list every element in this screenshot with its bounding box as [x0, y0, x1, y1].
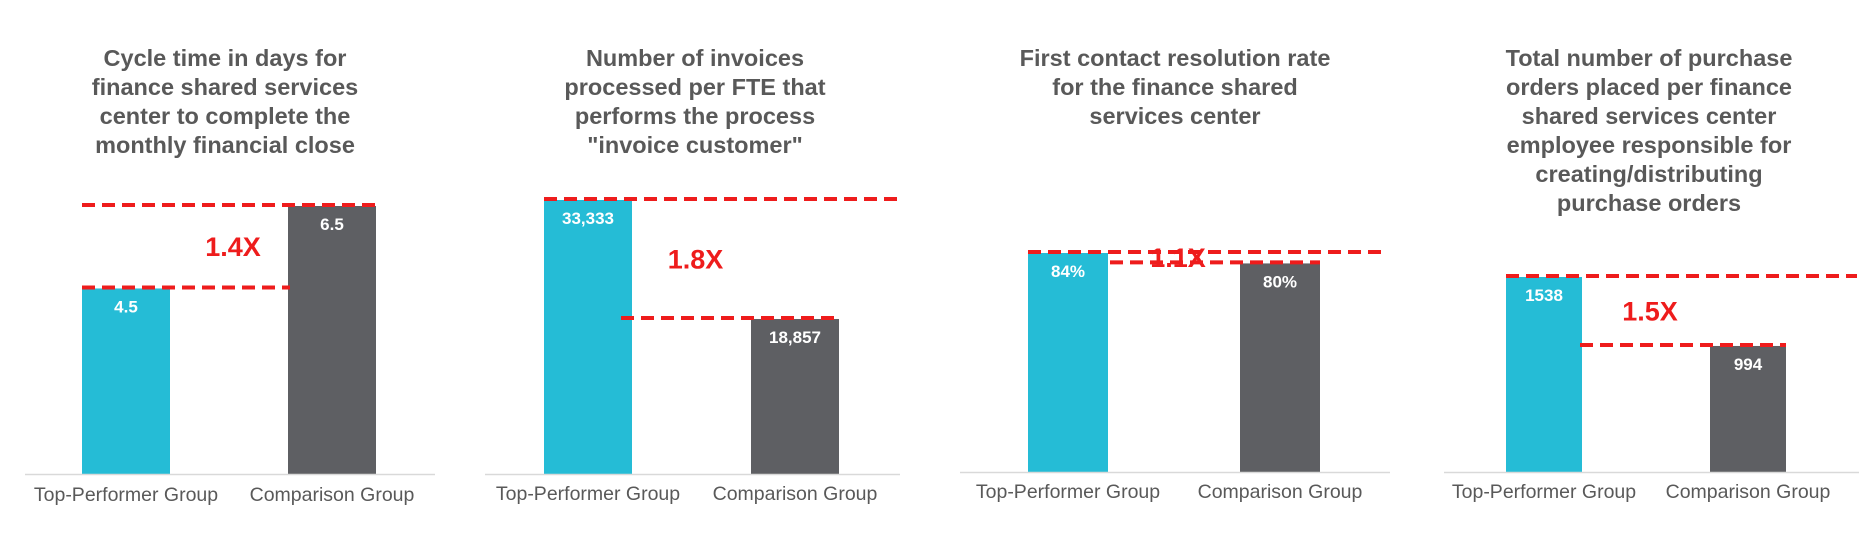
data-label: 1538	[1525, 286, 1563, 305]
chart-title-line: Number of invoices	[585, 45, 805, 71]
bar	[1028, 253, 1108, 472]
ratio-label: 1.1X	[1150, 243, 1206, 273]
chart-title-line: orders placed per finance	[1505, 74, 1793, 100]
chart-panel-invoices: Number of invoices processed per FTE tha…	[470, 0, 920, 552]
x-tick-label: Comparison Group	[1666, 481, 1831, 503]
chart-panel-purchase-orders: Total number of purchase orders placed p…	[1424, 0, 1874, 552]
chart-title-line: shared services center	[1521, 103, 1777, 129]
chart-title: Cycle time in days for finance shared se…	[40, 44, 410, 160]
chart-title-line: center to complete the	[99, 103, 351, 129]
x-tick-label: Comparison Group	[250, 484, 415, 506]
chart-title-line: "invoice customer"	[587, 132, 803, 158]
chart-title: Total number of purchase orders placed p…	[1464, 44, 1834, 218]
data-label: 18,857	[769, 328, 821, 347]
bar	[82, 288, 170, 474]
x-tick-label: Comparison Group	[713, 483, 878, 505]
bar	[751, 318, 839, 474]
x-tick-label: Top-Performer Group	[976, 481, 1160, 503]
data-label: 6.5	[320, 215, 344, 234]
ratio-label: 1.8X	[668, 244, 724, 274]
data-label: 80%	[1263, 272, 1297, 291]
chart-title: Number of invoices processed per FTE tha…	[510, 44, 880, 160]
data-label: 33,333	[562, 209, 614, 228]
chart-title-line: services center	[1089, 103, 1261, 129]
chart-title-line: creating/distributing	[1535, 161, 1763, 187]
chart-title-line: purchase orders	[1556, 190, 1742, 216]
chart-title-line: Total number of purchase	[1505, 45, 1793, 71]
bar	[544, 200, 632, 474]
chart-panel-cycle-time: Cycle time in days for finance shared se…	[0, 0, 450, 552]
data-label: 84%	[1051, 262, 1085, 281]
bar-chart-invoices: 33,333 18,857 Top-Performer Group Compariso…	[485, 197, 900, 505]
chart-title-line: Cycle time in days for	[103, 45, 347, 71]
data-label: 994	[1734, 355, 1763, 374]
x-tick-label: Top-Performer Group	[34, 484, 218, 506]
bar	[1240, 263, 1320, 472]
x-tick-label: Comparison Group	[1198, 481, 1363, 503]
chart-title-line: performs the process	[574, 103, 816, 129]
ratio-label: 1.4X	[205, 232, 261, 262]
x-tick-label: Top-Performer Group	[1452, 481, 1636, 503]
bar-chart-first-contact: 84% 80% Top-Performer Group Comparison Grou…	[960, 243, 1390, 503]
chart-panel-first-contact: First contact resolution rate for the fi…	[950, 0, 1400, 552]
ratio-label: 1.5X	[1622, 296, 1678, 326]
bar-chart-cycle-time: 4.5 6.5 Top-Performer Group Comparison Grou…	[25, 203, 435, 506]
chart-title-line: First contact resolution rate	[1019, 45, 1331, 71]
x-tick-label: Top-Performer Group	[496, 483, 680, 505]
bar	[288, 206, 376, 474]
bar	[1710, 345, 1786, 472]
bar-chart-purchase-orders: 1538 994 Top-Performer Group Comparison Gro…	[1444, 274, 1859, 503]
data-label: 4.5	[114, 297, 138, 316]
chart-title-line: employee responsible for	[1506, 132, 1792, 158]
chart-title: First contact resolution rate for the fi…	[990, 44, 1360, 131]
chart-title-line: processed per FTE that	[564, 74, 826, 100]
bar	[1506, 277, 1582, 472]
chart-title-line: monthly financial close	[95, 132, 355, 158]
chart-title-line: finance shared services	[91, 74, 359, 100]
chart-title-line: for the finance shared	[1052, 74, 1298, 100]
